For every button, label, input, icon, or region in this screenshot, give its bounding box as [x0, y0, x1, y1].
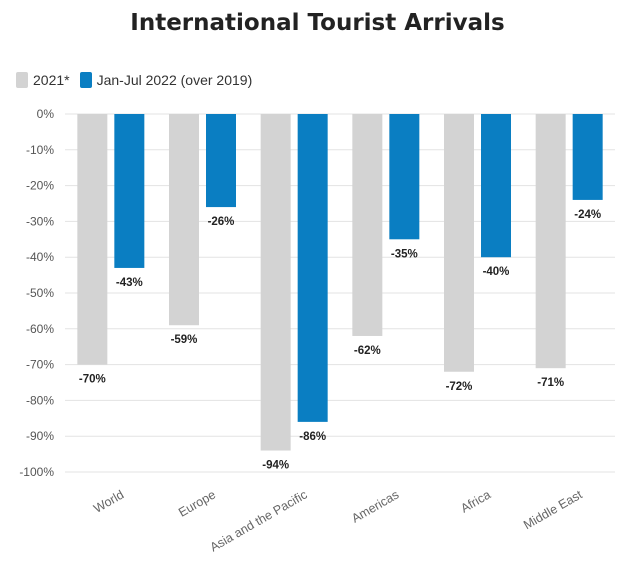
data-label: -72%	[446, 381, 473, 393]
x-tick-label: Middle East	[521, 487, 585, 532]
bar-series-2	[389, 114, 420, 240]
x-tick-label: Africa	[458, 487, 493, 515]
data-label: -62%	[354, 345, 381, 357]
legend-item-series-1[interactable]: 2021*	[16, 72, 70, 88]
data-label: -26%	[208, 216, 235, 228]
data-label: -43%	[116, 277, 143, 289]
bar-series-2	[206, 114, 236, 208]
bar-series-2	[297, 114, 328, 422]
bar-series-2	[114, 114, 145, 268]
legend-label-series-1: 2021*	[33, 72, 70, 88]
x-tick-label: Europe	[176, 487, 218, 519]
legend-swatch-series-2	[79, 72, 92, 88]
data-label: -94%	[262, 460, 289, 472]
y-tick-label: -90%	[26, 429, 54, 443]
bar-series-1	[260, 114, 291, 451]
y-tick-label: 0%	[37, 107, 55, 121]
bar-series-1	[535, 114, 566, 369]
y-tick-label: -60%	[26, 322, 54, 336]
data-label: -35%	[391, 248, 418, 260]
y-tick-label: -70%	[26, 358, 54, 372]
bar-series-1	[444, 114, 474, 372]
y-tick-label: -100%	[19, 465, 54, 479]
chart-title: International Tourist Arrivals	[130, 10, 505, 36]
data-label: -86%	[299, 431, 326, 443]
bar-series-1	[352, 114, 383, 336]
x-tick-label: Americas	[349, 487, 401, 525]
y-tick-label: -10%	[26, 143, 54, 157]
bar-series-2	[572, 114, 603, 200]
chart-legend: 2021* Jan-Jul 2022 (over 2019)	[16, 72, 262, 88]
data-label: -59%	[171, 334, 198, 346]
y-tick-label: -40%	[26, 250, 54, 264]
y-tick-label: -20%	[26, 179, 54, 193]
bar-series-1	[169, 114, 199, 326]
legend-swatch-series-1	[16, 72, 28, 88]
y-tick-label: -30%	[26, 214, 54, 228]
legend-item-series-2[interactable]: Jan-Jul 2022 (over 2019)	[79, 72, 253, 88]
data-label: -24%	[574, 209, 601, 221]
data-label: -70%	[79, 374, 106, 386]
data-label: -71%	[537, 377, 564, 389]
y-tick-label: -80%	[26, 393, 54, 407]
x-tick-label: World	[91, 487, 126, 515]
bar-series-2	[481, 114, 511, 258]
bar-series-1	[77, 114, 108, 365]
x-tick-label: Asia and the Pacific	[208, 487, 310, 554]
data-label: -40%	[483, 266, 510, 278]
y-tick-label: -50%	[26, 286, 54, 300]
legend-label-series-2: Jan-Jul 2022 (over 2019)	[96, 72, 253, 88]
